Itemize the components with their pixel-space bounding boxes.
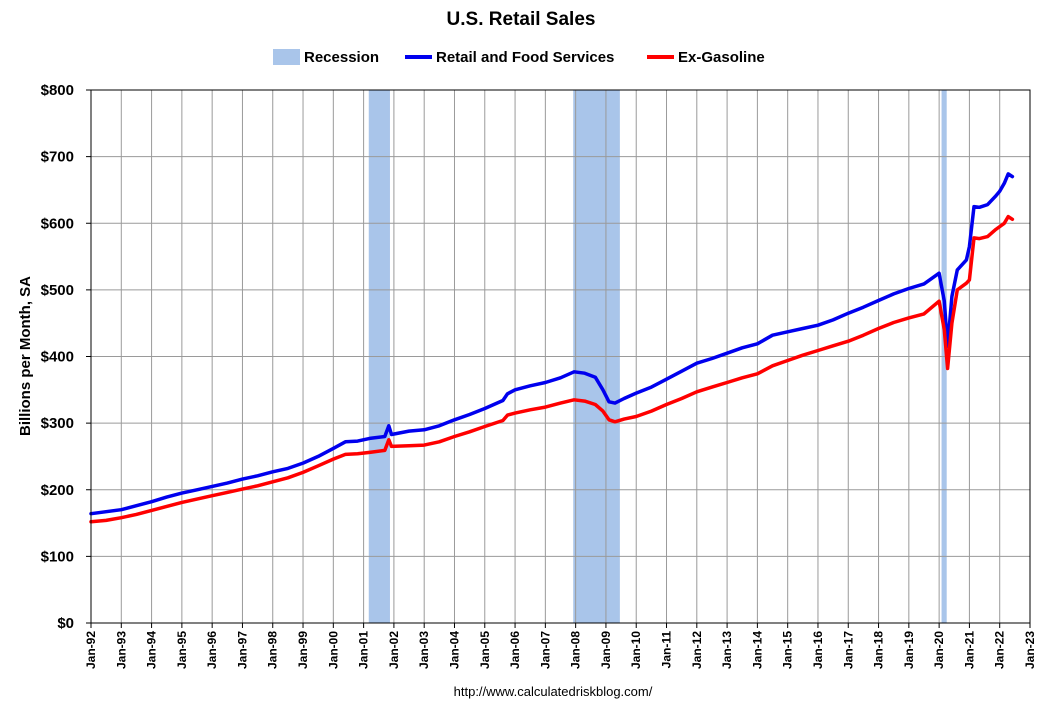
x-tick-label: Jan-15 [781,631,795,669]
y-tick-label: $700 [41,149,74,166]
x-tick-label: Jan-17 [841,631,855,669]
x-tick-label: Jan-06 [508,631,522,669]
x-tick-label: Jan-01 [357,631,371,669]
x-tick-label: Jan-16 [811,631,825,669]
x-tick-label: Jan-05 [478,631,492,669]
x-tick-label: Jan-00 [326,631,340,669]
y-axis-label: Billions per Month, SA [17,276,34,436]
x-tick-label: Jan-18 [872,631,886,669]
y-tick-label: $300 [41,415,74,432]
x-tick-label: Jan-14 [750,631,764,669]
source-url: http://www.calculatedriskblog.com/ [454,684,653,699]
x-tick-label: Jan-22 [993,631,1007,669]
y-tick-label: $500 [41,282,74,299]
y-tick-label: $0 [57,615,74,632]
legend-label: Retail and Food Services [436,49,614,66]
legend: Recession Retail and Food Services Ex-Gaso… [273,49,765,66]
x-tick-label: Jan-99 [296,631,310,669]
axes: $0 $100 $200 $300 $400 $500 $600 $700 $800 Jan-92… [41,82,1037,669]
x-tick-label: Jan-07 [538,631,552,669]
x-tick-label: Jan-19 [902,631,916,669]
x-tick-label: Jan-96 [205,631,219,669]
x-tick-label: Jan-20 [932,631,946,669]
x-tick-label: Jan-13 [720,631,734,669]
x-tick-label: Jan-21 [962,631,976,669]
x-tick-label: Jan-03 [417,631,431,669]
legend-label: Ex-Gasoline [678,49,765,66]
x-tick-label: Jan-11 [660,631,674,669]
x-tick-label: Jan-97 [236,631,250,669]
legend-label: Recession [304,49,379,66]
legend-swatch-recession [273,49,300,65]
x-tick-label: Jan-93 [114,631,128,669]
chart-title: U.S. Retail Sales [447,9,596,30]
y-tick-label: $400 [41,349,74,366]
x-tick-label: Jan-09 [599,631,613,669]
y-tick-label: $800 [41,82,74,99]
x-tick-label: Jan-23 [1023,631,1037,669]
x-tick-label: Jan-94 [145,631,159,669]
series-line-retail-and-food-services [89,172,1015,516]
y-tick-label: $100 [41,548,74,565]
x-tick-label: Jan-04 [448,631,462,669]
x-tick-label: Jan-92 [84,631,98,669]
x-tick-label: Jan-95 [175,631,189,669]
y-tick-label: $200 [41,482,74,499]
series-line-ex-gasoline [89,214,1015,524]
y-tick-label: $600 [41,215,74,232]
x-tick-label: Jan-98 [266,631,280,669]
x-tick-label: Jan-12 [690,631,704,669]
series-lines [89,172,1015,524]
x-tick-label: Jan-08 [569,631,583,669]
x-tick-label: Jan-02 [387,631,401,669]
x-tick-label: Jan-10 [629,631,643,669]
